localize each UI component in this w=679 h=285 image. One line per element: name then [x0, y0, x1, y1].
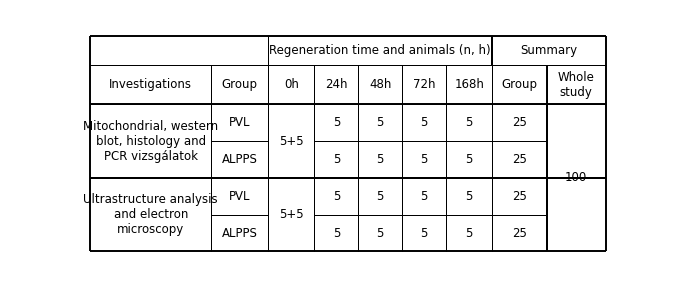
- Text: Group: Group: [221, 78, 258, 91]
- Text: 5: 5: [333, 153, 340, 166]
- Text: PVL: PVL: [229, 116, 251, 129]
- Text: Investigations: Investigations: [109, 78, 192, 91]
- Text: 72h: 72h: [413, 78, 435, 91]
- Text: 5: 5: [333, 116, 340, 129]
- Text: Ultrastructure analysis
and electron
microscopy: Ultrastructure analysis and electron mic…: [84, 193, 218, 236]
- Text: 25: 25: [512, 190, 527, 203]
- Text: ALPPS: ALPPS: [222, 227, 257, 240]
- Text: 5: 5: [333, 190, 340, 203]
- Text: 0h: 0h: [284, 78, 299, 91]
- Text: 5: 5: [420, 153, 428, 166]
- Text: 25: 25: [512, 116, 527, 129]
- Text: Summary: Summary: [521, 44, 578, 57]
- Text: 5: 5: [420, 190, 428, 203]
- Text: ALPPS: ALPPS: [222, 153, 257, 166]
- Text: 48h: 48h: [369, 78, 391, 91]
- Text: 5: 5: [377, 153, 384, 166]
- Text: Regeneration time and animals (n, h): Regeneration time and animals (n, h): [270, 44, 491, 57]
- Text: 25: 25: [512, 227, 527, 240]
- Text: 25: 25: [512, 153, 527, 166]
- Text: 5: 5: [377, 116, 384, 129]
- Text: 5: 5: [466, 153, 473, 166]
- Text: 5: 5: [420, 116, 428, 129]
- Text: Mitochondrial, western
blot, histology and
PCR vizsgálatok: Mitochondrial, western blot, histology a…: [83, 120, 218, 163]
- Text: Whole
study: Whole study: [557, 71, 595, 99]
- Text: 100: 100: [565, 171, 587, 184]
- Text: 5+5: 5+5: [279, 208, 304, 221]
- Text: 5: 5: [377, 190, 384, 203]
- Text: 168h: 168h: [454, 78, 484, 91]
- Text: 5: 5: [377, 227, 384, 240]
- Text: PVL: PVL: [229, 190, 251, 203]
- Text: 5: 5: [466, 227, 473, 240]
- Text: 24h: 24h: [325, 78, 348, 91]
- Text: 5: 5: [333, 227, 340, 240]
- Text: 5: 5: [466, 190, 473, 203]
- Text: Group: Group: [502, 78, 538, 91]
- Text: 5+5: 5+5: [279, 135, 304, 148]
- Text: 5: 5: [420, 227, 428, 240]
- Text: 5: 5: [466, 116, 473, 129]
